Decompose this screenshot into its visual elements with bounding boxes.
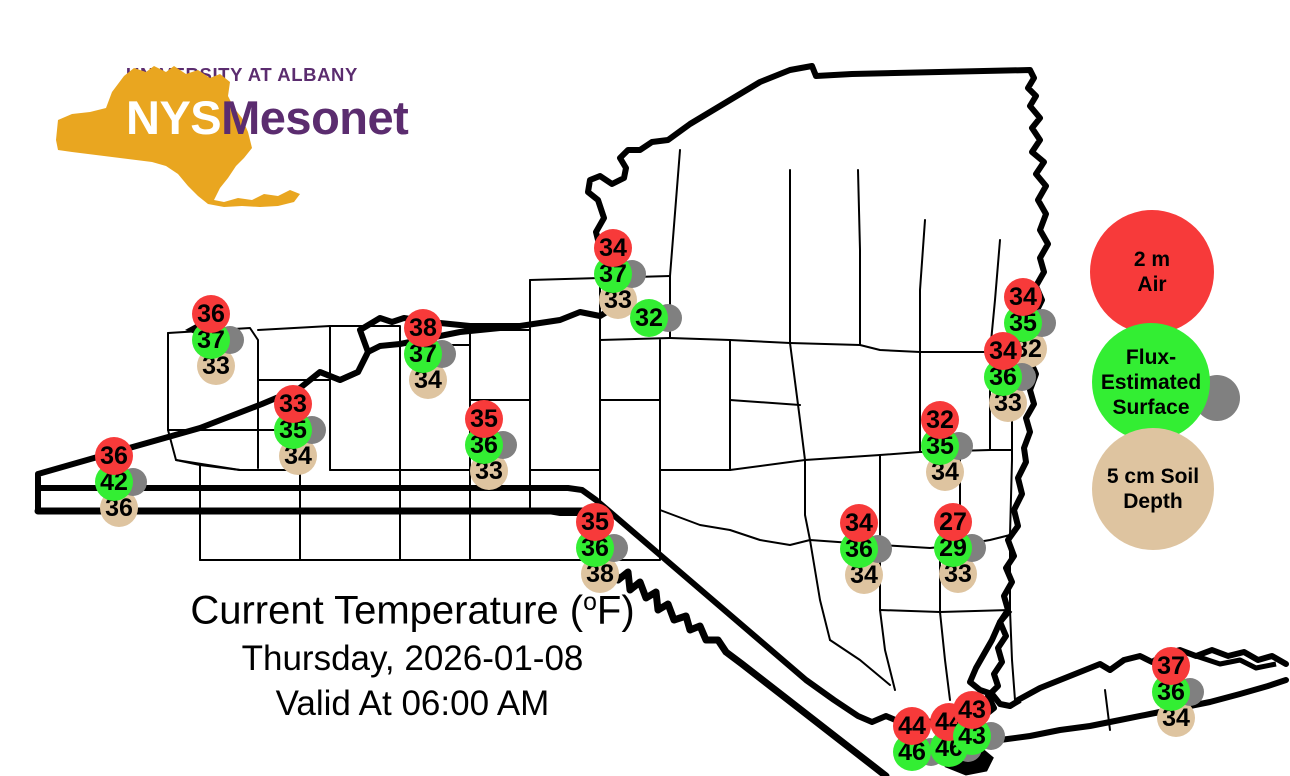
station-air-value: 35: [465, 400, 503, 438]
station-flux-value: 32: [630, 299, 668, 337]
station-air-value: 37: [1152, 647, 1190, 685]
valid-date: Thursday, 2026-01-08: [241, 638, 584, 678]
title-suffix: F): [596, 588, 635, 633]
title-prefix: Current Temperature (: [190, 588, 584, 633]
station-air-value: 44: [893, 707, 931, 745]
degree-symbol: o: [583, 589, 597, 616]
legend-air-line2: Air: [1137, 273, 1167, 296]
legend-flux-line1: Flux-: [1125, 345, 1177, 369]
nys-mesonet-logo: NYSMesonet UNIVERSITY AT ALBANY: [38, 62, 438, 207]
legend-soil-line1: 5 cm Soil: [1106, 465, 1200, 488]
legend-air-circle: 2 m Air: [1090, 210, 1214, 334]
legend-soil-line2: Depth: [1123, 490, 1183, 513]
station-air-value: 33: [274, 385, 312, 423]
page-title: Current Temperature (oF): [135, 578, 690, 636]
state-outline: [35, 63, 1051, 725]
station-air-value: 34: [840, 504, 878, 542]
station-air-value: 34: [984, 332, 1022, 370]
station-air-value: 36: [192, 295, 230, 333]
map-title-block: Current Temperature (oF) Thursday, 2026-…: [135, 578, 690, 726]
station-air-value: 35: [576, 503, 614, 541]
legend-flux-line3: Surface: [1112, 395, 1190, 419]
logo-mesonet-text: Mesonet: [221, 91, 409, 144]
valid-time: Valid At 06:00 AM: [275, 683, 550, 723]
station-air-value: 34: [594, 229, 632, 267]
new-york-state-silhouette-icon: [56, 66, 300, 207]
station-air-value: 38: [404, 309, 442, 347]
legend-flux-circle: Flux- Estimated Surface: [1092, 323, 1210, 441]
legend-soil-circle: 5 cm Soil Depth: [1092, 428, 1214, 550]
station-air-value: 36: [95, 437, 133, 475]
logo-nys-text: NYS: [126, 91, 222, 144]
station-air-value: 43: [953, 691, 991, 729]
station-air-value: 32: [921, 401, 959, 439]
legend-air-line1: 2 m: [1133, 248, 1171, 271]
station-air-value: 34: [1004, 278, 1042, 316]
station-air-value: 27: [934, 503, 972, 541]
map-legend: 2 m Air Flux- Estimated Surface 5 cm Soi…: [1060, 210, 1260, 550]
legend-flux-line2: Estimated: [1100, 370, 1202, 394]
